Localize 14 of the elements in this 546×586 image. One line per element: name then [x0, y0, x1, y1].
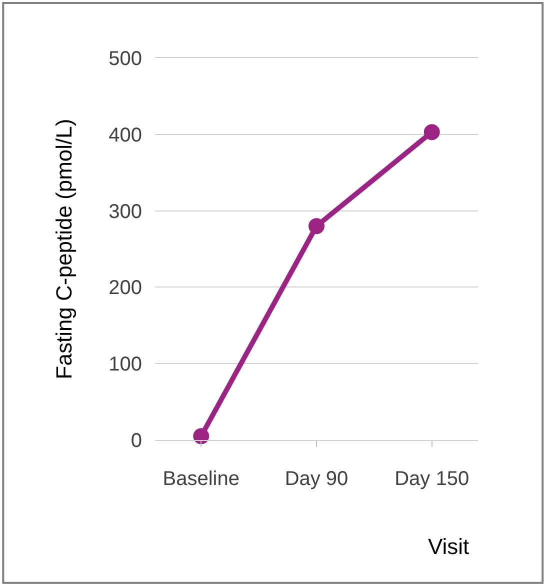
- y-tick-label: 300: [108, 200, 142, 223]
- x-tick-label: Day 90: [284, 468, 348, 490]
- x-tick-label: Baseline: [162, 468, 240, 490]
- y-tick-label: 500: [108, 48, 142, 70]
- y-tick-label: 400: [108, 124, 142, 146]
- point: [424, 124, 440, 140]
- y-tick-label: 0: [130, 430, 142, 452]
- x-axis-title: Visit: [428, 534, 470, 559]
- y-tick-label: 100: [108, 354, 142, 376]
- point: [193, 428, 210, 444]
- y-tick-label: 200: [108, 277, 142, 300]
- y-axis-title: Fasting C-peptide (pmol/L): [51, 118, 76, 380]
- x-tick-label: Day 150: [394, 468, 470, 490]
- point: [308, 218, 324, 234]
